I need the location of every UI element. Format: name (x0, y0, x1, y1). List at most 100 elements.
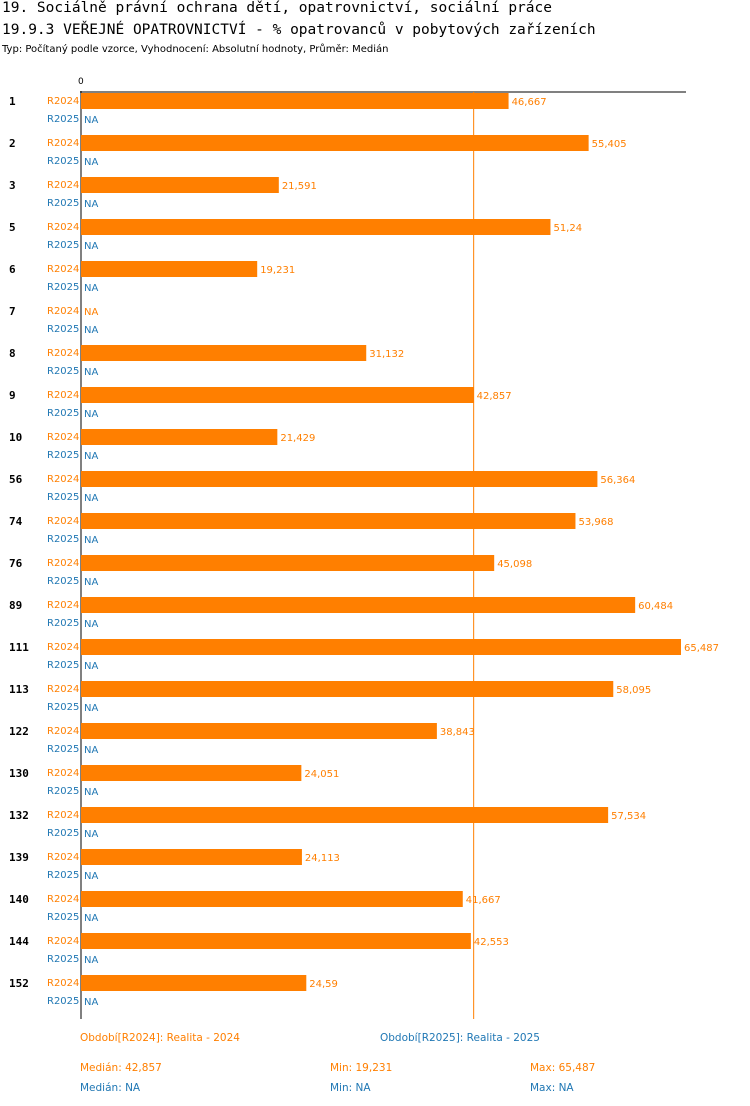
stat-max-r2025: Max: NA (530, 1082, 574, 1094)
value-label-r2024: 31,132 (369, 349, 404, 360)
bar-r2024 (81, 723, 437, 739)
bar-r2024 (81, 219, 551, 235)
value-label-r2024: 60,484 (638, 601, 673, 612)
series-label-r2025: R2025 (47, 324, 79, 335)
series-label-r2024: R2024 (47, 810, 79, 821)
series-label-r2025: R2025 (47, 786, 79, 797)
category-label: 1 (9, 95, 16, 108)
category-label: 111 (9, 641, 29, 654)
category-label: 74 (9, 515, 23, 528)
series-label-r2025: R2025 (47, 450, 79, 461)
value-label-r2025: NA (84, 955, 98, 966)
series-label-r2024: R2024 (47, 432, 79, 443)
series-label-r2024: R2024 (47, 684, 79, 695)
bar-r2024 (81, 597, 636, 613)
series-label-r2024: R2024 (47, 978, 79, 989)
category-label: 144 (9, 935, 29, 948)
value-label-r2024: 55,405 (592, 139, 627, 150)
value-label-r2024: 24,113 (305, 853, 340, 864)
bar-r2024 (81, 345, 367, 361)
value-label-r2025: NA (84, 409, 98, 420)
bar-r2024 (81, 639, 681, 655)
value-label-r2024: 24,59 (309, 979, 338, 990)
category-label: 3 (9, 179, 16, 192)
value-label-r2024: 57,534 (611, 811, 646, 822)
value-label-r2025: NA (84, 661, 98, 672)
series-label-r2025: R2025 (47, 492, 79, 503)
value-label-r2024: 41,667 (466, 895, 501, 906)
value-label-r2025: NA (84, 871, 98, 882)
series-label-r2025: R2025 (47, 534, 79, 545)
bar-r2024 (81, 135, 589, 151)
category-label: 9 (9, 389, 16, 402)
legend-period-r2025: Období[R2025]: Realita - 2025 (380, 1032, 540, 1044)
bar-r2024 (81, 765, 302, 781)
series-label-r2025: R2025 (47, 576, 79, 587)
value-label-r2025: NA (84, 829, 98, 840)
series-label-r2024: R2024 (47, 138, 79, 149)
series-label-r2025: R2025 (47, 660, 79, 671)
bar-r2024 (81, 261, 258, 277)
value-label-r2025: NA (84, 115, 98, 126)
series-label-r2024: R2024 (47, 96, 79, 107)
category-label: 140 (9, 893, 29, 906)
value-label-r2025: NA (84, 451, 98, 462)
value-label-r2025: NA (84, 745, 98, 756)
series-label-r2024: R2024 (47, 264, 79, 275)
value-label-r2025: NA (84, 703, 98, 714)
category-label: 132 (9, 809, 29, 822)
value-label-r2025: NA (84, 199, 98, 210)
series-label-r2024: R2024 (47, 936, 79, 947)
series-label-r2025: R2025 (47, 366, 79, 377)
value-label-r2024: 58,095 (616, 685, 651, 696)
bar-r2024 (81, 807, 609, 823)
value-label-r2024: 24,051 (304, 769, 339, 780)
value-label-r2024: 51,24 (553, 223, 582, 234)
series-label-r2025: R2025 (47, 156, 79, 167)
bar-r2024 (81, 849, 302, 865)
chart-title-line1: 19. Sociálně právní ochrana dětí, opatro… (2, 0, 552, 16)
x-tick-label-0: 0 (78, 77, 84, 87)
value-label-r2024: 42,553 (474, 937, 509, 948)
series-label-r2025: R2025 (47, 240, 79, 251)
value-label-r2025: NA (84, 283, 98, 294)
series-label-r2025: R2025 (47, 114, 79, 125)
value-label-r2025: NA (84, 577, 98, 588)
category-label: 2 (9, 137, 16, 150)
chart-subtitle: Typ: Počítaný podle vzorce, Vyhodnocení:… (2, 44, 389, 55)
bar-r2024 (81, 471, 598, 487)
series-label-r2024: R2024 (47, 348, 79, 359)
stat-min-r2025: Min: NA (330, 1082, 371, 1094)
category-label: 152 (9, 977, 29, 990)
series-label-r2025: R2025 (47, 912, 79, 923)
stat-median-r2025: Medián: NA (80, 1082, 141, 1094)
category-label: 6 (9, 263, 16, 276)
value-label-r2024: 38,843 (440, 727, 475, 738)
value-label-r2025: NA (84, 493, 98, 504)
series-label-r2024: R2024 (47, 180, 79, 191)
category-label: 122 (9, 725, 29, 738)
value-label-r2025: NA (84, 157, 98, 168)
stat-median-r2024: Medián: 42,857 (80, 1062, 162, 1074)
category-label: 113 (9, 683, 29, 696)
bar-r2024 (81, 975, 307, 991)
value-label-r2024: 19,231 (260, 265, 295, 276)
series-label-r2024: R2024 (47, 642, 79, 653)
category-label: 7 (9, 305, 16, 318)
value-label-r2025: NA (84, 997, 98, 1008)
series-label-r2024: R2024 (47, 558, 79, 569)
value-label-r2024: 56,364 (600, 475, 635, 486)
series-label-r2025: R2025 (47, 282, 79, 293)
bar-r2024 (81, 513, 576, 529)
bar-r2024 (81, 177, 279, 193)
series-label-r2025: R2025 (47, 618, 79, 629)
bar-r2024 (81, 93, 509, 109)
category-label: 56 (9, 473, 23, 486)
series-label-r2025: R2025 (47, 744, 79, 755)
category-label: 8 (9, 347, 16, 360)
series-label-r2024: R2024 (47, 894, 79, 905)
category-label: 130 (9, 767, 29, 780)
stat-max-r2024: Max: 65,487 (530, 1062, 596, 1074)
series-label-r2025: R2025 (47, 408, 79, 419)
bar-r2024 (81, 555, 495, 571)
